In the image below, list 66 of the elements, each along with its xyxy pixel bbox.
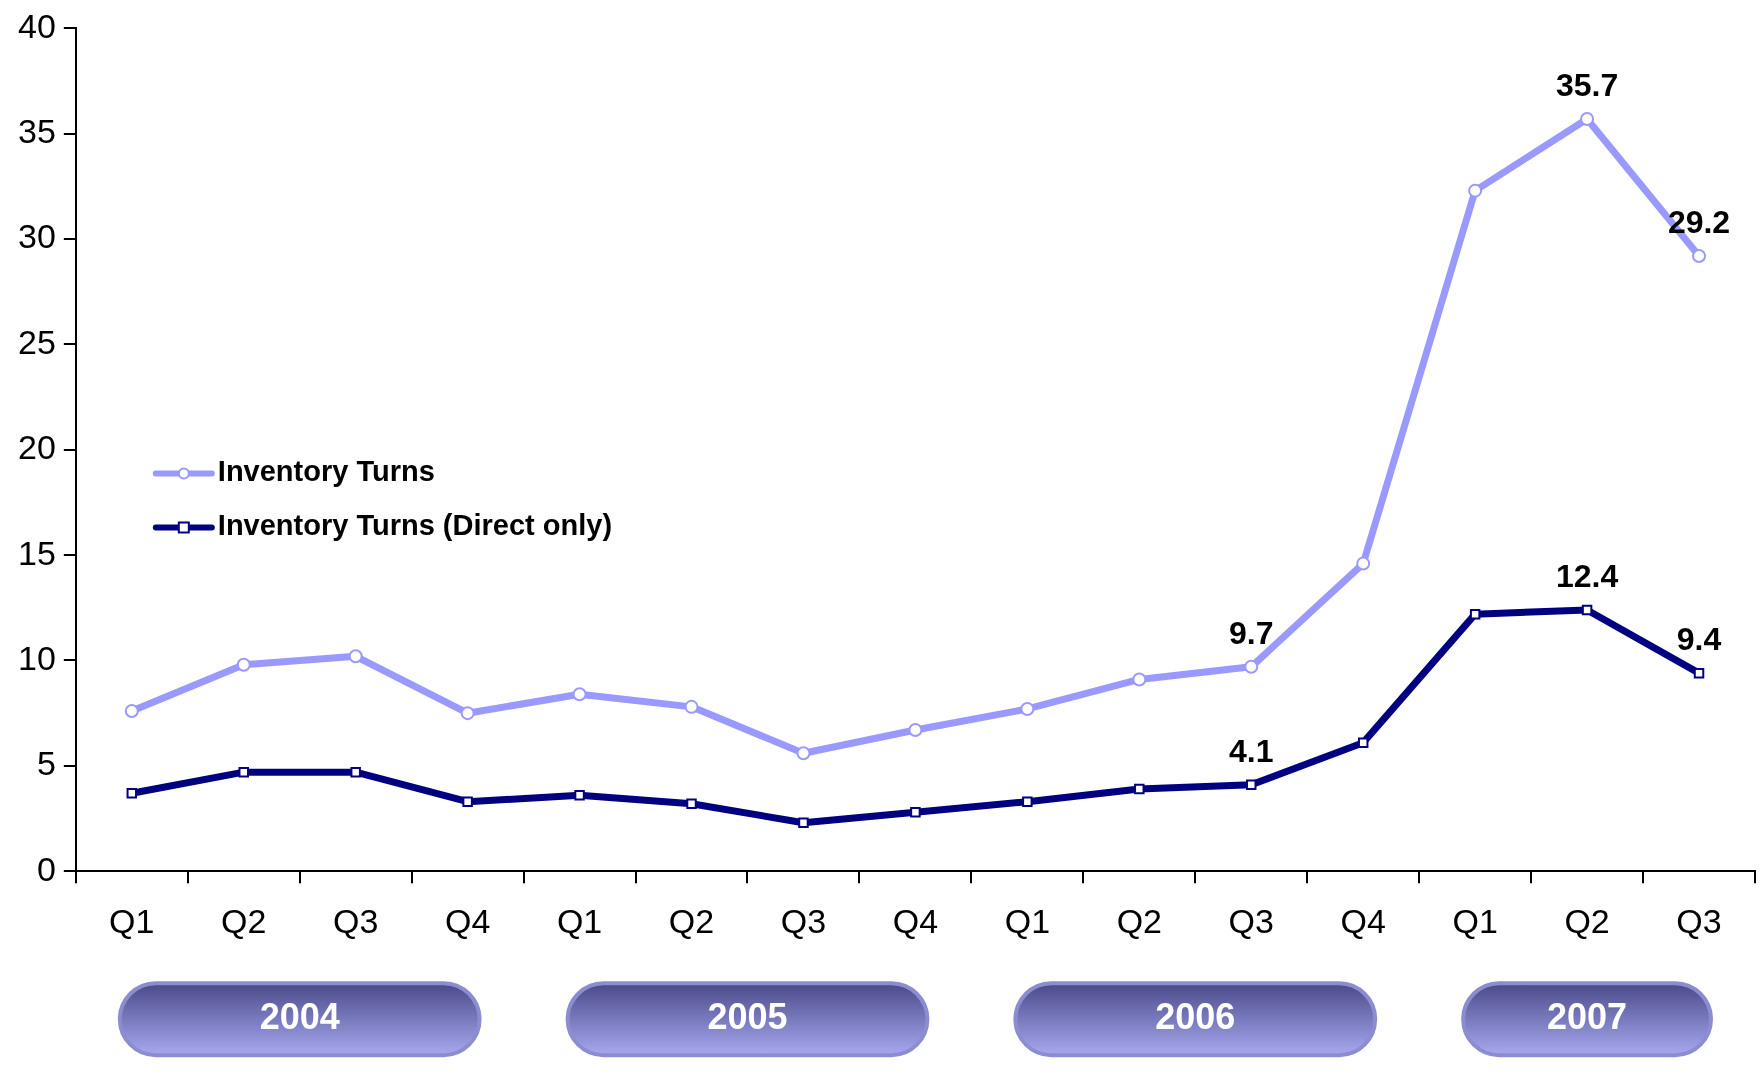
data-label: 4.1 <box>1229 732 1274 769</box>
point <box>1134 783 1145 795</box>
x-tick-label: Q4 <box>444 901 491 940</box>
point <box>1357 737 1369 748</box>
point <box>460 706 475 721</box>
data-label: 29.2 <box>1667 203 1731 240</box>
point <box>126 788 138 799</box>
point <box>236 657 251 672</box>
point <box>1580 112 1595 126</box>
y-tick-label: 30 <box>17 217 56 256</box>
y-tick-label: 5 <box>36 744 56 783</box>
y-tick-label: 20 <box>17 428 56 467</box>
text: 2004 <box>259 996 340 1038</box>
x-tick-label: Q1 <box>1452 901 1498 940</box>
point <box>1693 667 1705 679</box>
point <box>1468 183 1483 198</box>
point <box>348 649 363 664</box>
point <box>1132 672 1147 687</box>
point <box>1692 248 1707 263</box>
point <box>1244 659 1259 674</box>
legend-label: Inventory Turns <box>217 455 435 488</box>
data-label: 35.7 <box>1555 66 1619 103</box>
x-tick-label: Q3 <box>1228 901 1274 940</box>
point <box>124 704 139 719</box>
point <box>1581 604 1593 616</box>
point <box>1469 608 1481 620</box>
y-tick-label: 35 <box>17 112 56 151</box>
x-tick-label: Q1 <box>556 901 603 940</box>
x-tick-label: Q1 <box>109 901 155 940</box>
point <box>462 796 473 807</box>
text: 2005 <box>707 996 788 1038</box>
x-tick-label: Q2 <box>1564 901 1610 940</box>
x-tick-label: Q3 <box>333 901 379 940</box>
x-tick-label: Q2 <box>1116 901 1162 940</box>
point <box>1020 701 1035 716</box>
y-tick-label: 40 <box>17 6 56 45</box>
y-tick-label: 0 <box>36 849 56 888</box>
point <box>238 766 249 778</box>
y-tick-label: 25 <box>17 322 56 361</box>
x-tick-label: Q2 <box>668 901 715 940</box>
point <box>1246 779 1257 791</box>
x-tick-label: Q3 <box>1676 901 1722 940</box>
y-tick-label: 10 <box>17 638 56 677</box>
data-label: 12.4 <box>1555 557 1619 594</box>
point <box>1022 796 1033 807</box>
point <box>684 699 699 714</box>
x-tick-label: Q1 <box>1004 901 1051 940</box>
point <box>574 790 585 801</box>
point <box>798 817 809 828</box>
point <box>796 746 811 761</box>
point <box>686 798 697 810</box>
data-label: 9.7 <box>1229 614 1274 651</box>
text: 2006 <box>1155 996 1236 1038</box>
point <box>350 766 361 778</box>
y-tick-label: 15 <box>17 533 56 572</box>
point <box>908 723 923 738</box>
x-tick-label: Q4 <box>892 901 939 940</box>
data-label: 9.4 <box>1676 620 1722 657</box>
point <box>572 687 587 702</box>
legend-label: Inventory Turns (Direct only) <box>217 509 613 542</box>
text: 2007 <box>1547 996 1628 1038</box>
x-tick-label: Q4 <box>1340 901 1386 940</box>
x-tick-label: Q3 <box>780 901 827 940</box>
point <box>1356 556 1371 571</box>
x-tick-label: Q2 <box>221 901 267 940</box>
point <box>910 806 921 818</box>
